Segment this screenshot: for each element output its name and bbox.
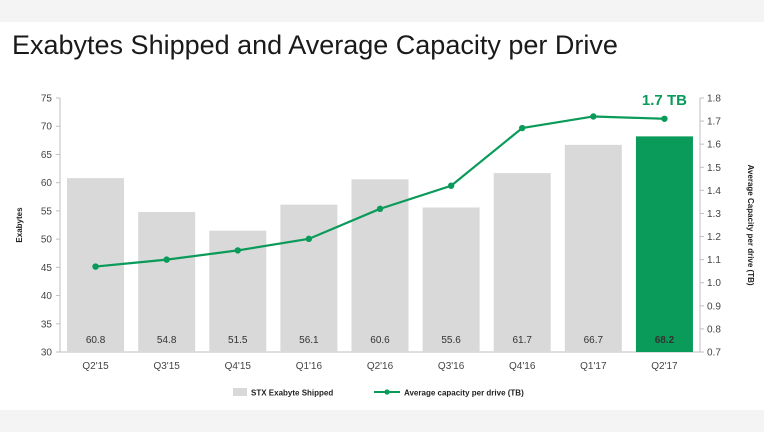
y2-tick-label: 1.4 [707, 186, 721, 197]
capacity-annotation: 1.7 TB [642, 92, 687, 109]
x-tick-label: Q2'15 [82, 361, 109, 372]
y2-tick-label: 1.0 [707, 278, 721, 289]
x-tick-label: Q1'17 [580, 361, 607, 372]
y2-tick-label: 1.6 [707, 140, 721, 151]
x-tick-label: Q2'17 [651, 361, 678, 372]
y2-tick-label: 1.2 [707, 232, 721, 243]
bar-value-label: 51.5 [228, 335, 248, 346]
bar [635, 136, 693, 352]
y2-tick-label: 1.1 [707, 255, 721, 266]
bar-value-label: 55.6 [441, 335, 461, 346]
x-tick-label: Q2'16 [367, 361, 394, 372]
x-tick-label: Q1'16 [296, 361, 323, 372]
bar-value-label: 61.7 [512, 335, 532, 346]
bar [564, 144, 622, 352]
y-tick-label: 40 [41, 291, 53, 302]
capacity-point [447, 182, 455, 189]
y-tick-label: 55 [41, 206, 53, 217]
legend-label-line: Average capacity per drive (TB) [404, 389, 524, 398]
bar [351, 179, 409, 352]
y2-tick-label: 1.3 [707, 209, 721, 220]
y2-tick-label: 1.8 [707, 94, 721, 105]
bar-value-label: 68.2 [655, 335, 675, 346]
y-tick-label: 35 [41, 319, 53, 330]
chart-title: Exabytes Shipped and Average Capacity pe… [12, 30, 618, 60]
bar [422, 207, 480, 352]
y-tick-label: 50 [41, 235, 53, 246]
capacity-point [305, 235, 313, 243]
capacity-point [590, 113, 597, 120]
capacity-point [376, 205, 384, 213]
y-tick-label: 45 [41, 263, 53, 274]
bar-value-label: 54.8 [157, 335, 177, 346]
bar-value-label: 56.1 [299, 335, 319, 346]
x-tick-label: Q3'15 [153, 361, 180, 372]
y-tick-label: 75 [41, 94, 53, 105]
x-tick-label: Q4'15 [225, 361, 252, 372]
legend-swatch-bars [233, 388, 247, 396]
capacity-point [163, 256, 170, 263]
y2-tick-label: 1.5 [707, 163, 721, 174]
bar-value-label: 60.6 [370, 335, 390, 346]
y-tick-label: 60 [41, 178, 53, 189]
bar-value-label: 66.7 [584, 335, 604, 346]
capacity-point [234, 247, 241, 254]
y2-tick-label: 0.7 [707, 348, 721, 359]
slide: Exabytes Shipped and Average Capacity pe… [0, 22, 764, 410]
bar [280, 204, 338, 352]
y2-tick-label: 1.7 [707, 117, 721, 128]
bar [493, 173, 551, 352]
legend-label-bars: STX Exabyte Shipped [251, 389, 333, 398]
chart: 75 70 65 60 55 50 45 40 35 30 1.8 1.7 1.6 1.5 1.4 1.3 1.… [15, 92, 755, 398]
bar [138, 212, 196, 352]
y-axis-title: Exabytes [15, 207, 24, 243]
y2-tick-label: 0.9 [707, 301, 721, 312]
y-tick-label: 70 [41, 122, 53, 133]
bar-value-label: 60.8 [86, 335, 106, 346]
y-tick-label: 30 [41, 348, 53, 359]
x-tick-label: Q4'16 [509, 361, 536, 372]
y2-axis-title: Average Capacity per drive (TB) [746, 164, 755, 285]
capacity-point [519, 124, 526, 132]
y-tick-label: 65 [41, 150, 53, 161]
capacity-point [92, 263, 99, 270]
legend-swatch-point [384, 389, 390, 395]
x-tick-label: Q3'16 [438, 361, 465, 372]
capacity-point [661, 115, 668, 122]
y2-tick-label: 0.8 [707, 324, 721, 335]
